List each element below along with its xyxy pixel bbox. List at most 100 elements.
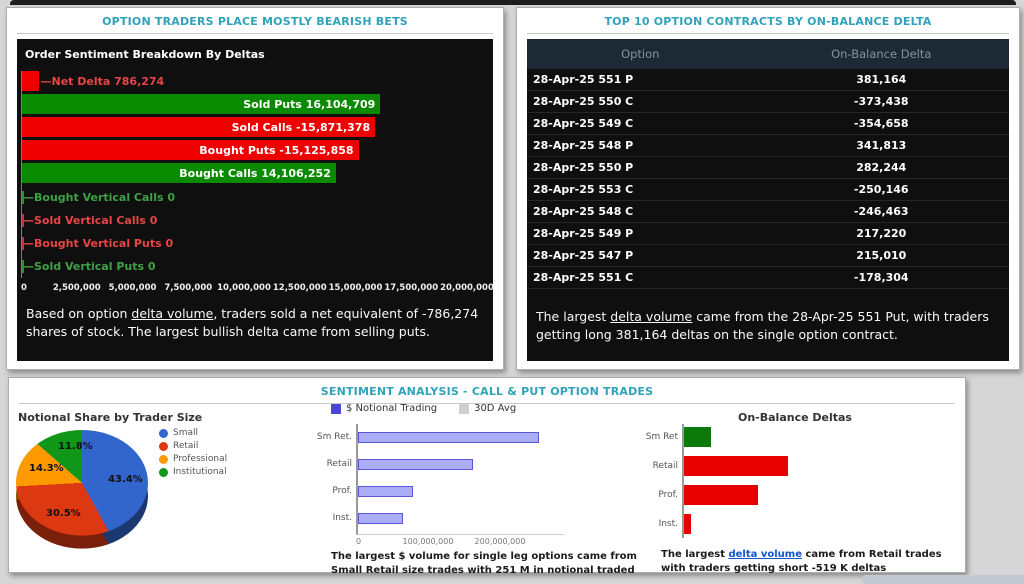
notional-swatch — [331, 403, 341, 414]
obd-bar-chart: Sm Ret Retail Prof. Inst. — [646, 424, 844, 538]
panel-sentiment-analysis: SENTIMENT ANALYSIS - CALL & PUT OPTION T… — [8, 377, 966, 576]
table-row: 28-Apr-25 551 P 381,164 — [527, 69, 1009, 91]
avg-swatch — [459, 403, 470, 414]
contracts-table-panel: Option On-Balance Delta 28-Apr-25 551 P 3… — [527, 39, 1009, 361]
bar-label: Sold Calls -15,871,378 — [231, 120, 371, 134]
cell-delta: -354,658 — [853, 117, 909, 130]
pie-slice-label: 30.5% — [46, 508, 81, 519]
delta-chart-x-axis: 0 2,500,000 5,000,000 7,500,000 10,000,000 12… — [21, 281, 494, 296]
legend-label: Institutional — [173, 467, 227, 477]
delta-chart-row: Bought Calls 14,106,252 — [22, 163, 467, 183]
cell-option: 28-Apr-25 548 C — [533, 205, 634, 218]
bar-label: Bought Puts -15,125,858 — [199, 143, 354, 157]
pie-slice-label: 43.4% — [108, 474, 143, 485]
pie-slice-label: 14.3% — [29, 463, 64, 474]
obd-bar-row: Inst. — [659, 514, 691, 534]
category-label: Sm Ret. — [316, 432, 352, 442]
obd-chart-title: On-Balance Deltas — [738, 411, 852, 424]
pie-legend: Small Retail Professional Institutional — [159, 428, 227, 480]
legend-item: Retail — [159, 441, 227, 451]
axis-tick: 17,500,000 — [384, 283, 439, 293]
zero-label: Sold Vertical Puts 0 — [23, 260, 156, 273]
cell-option: 28-Apr-25 551 P — [533, 73, 634, 86]
obd-caption: The largest delta volume came from Retai… — [661, 548, 963, 576]
legend-swatch — [159, 441, 168, 451]
notional-caption: The largest $ volume for single leg opti… — [331, 551, 637, 576]
divider — [527, 33, 1009, 34]
window-top-edge — [10, 0, 1016, 5]
axis-tick: 10,000,000 — [217, 283, 271, 293]
notional-bar — [358, 432, 539, 443]
axis-tick: 2,500,000 — [52, 283, 101, 293]
obd-bar-row: Prof. — [658, 485, 758, 505]
delta-bar: Sold Puts 16,104,709 — [22, 94, 381, 114]
divider — [17, 33, 493, 34]
delta-volume-link[interactable]: delta volume — [728, 549, 802, 560]
summary-pre: Based on option — [26, 306, 132, 321]
chart-title: Order Sentiment Breakdown By Deltas — [25, 48, 265, 61]
delta-volume-link[interactable]: delta volume — [131, 306, 214, 321]
axis-tick: 0 — [21, 283, 27, 293]
summary-pre: The largest — [536, 309, 611, 324]
bar-label: Bought Calls 14,106,252 — [179, 166, 331, 180]
panel-title: OPTION TRADERS PLACE MOSTLY BEARISH BETS — [102, 15, 408, 28]
category-label: Retail — [652, 461, 678, 471]
zero-label: Bought Vertical Puts 0 — [23, 237, 173, 250]
delta-chart-row: Bought Puts -15,125,858 — [22, 140, 467, 160]
axis-tick: 5,000,000 — [108, 283, 157, 293]
legend-swatch — [159, 428, 168, 438]
legend-swatch — [159, 467, 168, 477]
delta-chart-row: Net Delta 786,274 — [22, 71, 467, 91]
category-label: Inst. — [332, 513, 352, 523]
bar-outside-label: Net Delta 786,274 — [40, 75, 164, 88]
column-header-delta: On-Balance Delta — [831, 47, 932, 61]
obd-bar — [684, 485, 758, 505]
legend-label: $ Notional Trading — [346, 403, 438, 414]
legend-item: Professional — [159, 454, 227, 464]
table-row: 28-Apr-25 551 C -178,304 — [527, 267, 1009, 289]
obd-bar — [684, 456, 788, 476]
notional-legend: $ Notional Trading 30D Avg — [331, 403, 538, 414]
delta-bar — [22, 71, 40, 91]
obd-bar — [684, 514, 691, 534]
delta-chart-zero-row: Bought Vertical Puts 0 — [22, 232, 467, 255]
panel-bearish-bets: OPTION TRADERS PLACE MOSTLY BEARISH BETS… — [6, 7, 504, 370]
panel-title: SENTIMENT ANALYSIS - CALL & PUT OPTION T… — [320, 385, 654, 398]
cell-option: 28-Apr-25 550 C — [533, 95, 634, 108]
delta-chart-row: Sold Puts 16,104,709 — [22, 94, 467, 114]
x-axis-tick: 200,000,000 — [474, 537, 526, 546]
table-row: 28-Apr-25 553 C -250,146 — [527, 179, 1009, 201]
notional-bar — [358, 513, 403, 524]
legend-item: Institutional — [159, 467, 227, 477]
table-row: 28-Apr-25 549 P 217,220 — [527, 223, 1009, 245]
delta-bar: Sold Calls -15,871,378 — [22, 117, 376, 137]
pie-chart-title: Notional Share by Trader Size — [18, 411, 203, 424]
category-label: Inst. — [658, 519, 678, 529]
legend-label: 30D Avg — [474, 403, 517, 414]
cell-option: 28-Apr-25 549 C — [533, 117, 634, 130]
cell-delta: 381,164 — [856, 73, 907, 86]
notional-bar-chart: Sm Ret. Retail Prof. Inst. — [317, 424, 564, 535]
horizontal-scrollbar[interactable] — [862, 575, 1024, 584]
column-header-option: Option — [621, 47, 660, 61]
pie-chart: 43.4% 30.5% 14.3% 11.8% — [16, 430, 148, 549]
cell-option: 28-Apr-25 551 C — [533, 271, 634, 284]
delta-volume-link[interactable]: delta volume — [610, 309, 693, 324]
category-label: Prof. — [332, 486, 352, 496]
summary-post: , traders sold a net equivalent of -786,… — [26, 306, 479, 340]
category-label: Prof. — [658, 490, 678, 500]
notional-x-axis: 0 100,000,000 200,000,000 — [356, 537, 562, 547]
delta-bar: Bought Puts -15,125,858 — [22, 140, 359, 160]
zero-label: Sold Vertical Calls 0 — [23, 214, 157, 227]
notional-bar — [358, 459, 473, 470]
zero-label: Bought Vertical Calls 0 — [23, 191, 175, 204]
cell-option: 28-Apr-25 548 P — [533, 139, 634, 152]
category-label: Sm Ret — [645, 432, 678, 442]
contracts-summary-text: The largest delta volume came from the 2… — [527, 299, 1009, 353]
delta-bar: Bought Calls 14,106,252 — [22, 163, 336, 183]
delta-breakdown-chart: Order Sentiment Breakdown By Deltas Net … — [17, 39, 494, 361]
cell-delta: 215,010 — [856, 249, 907, 262]
table-header: Option On-Balance Delta — [527, 39, 1009, 69]
legend-swatch — [159, 454, 168, 464]
x-axis-tick: 0 — [356, 537, 362, 546]
